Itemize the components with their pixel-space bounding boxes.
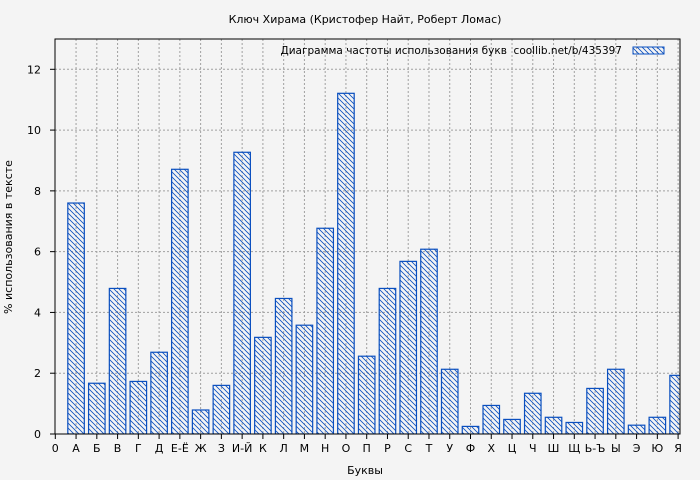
bar-Щ: [565, 421, 584, 434]
x-axis: 0 А Б В Г Д Е-Ё Ж З И-Й К Л М Н О П Р С Т У Ф Х Ц Ч Ш Щ Ь-Ъ Ы Э Ю Я: [52, 434, 682, 455]
x-tick-label: К: [259, 442, 267, 455]
bar-З: [212, 384, 231, 434]
bar-Б: [87, 382, 106, 434]
legend: Диаграмма частоты использования букв coo…: [281, 45, 665, 57]
x-tick-label: Ц: [508, 442, 517, 455]
x-tick-label: Э: [633, 442, 641, 455]
bar-Д: [150, 351, 168, 434]
x-tick-label: С: [404, 442, 412, 455]
bar-Р: [378, 287, 397, 434]
bar-Х: [482, 404, 501, 434]
bar-Ь-Ъ: [586, 387, 604, 434]
bar-П: [357, 355, 376, 434]
bar-Ы: [606, 368, 625, 434]
bar-Ф: [461, 425, 480, 434]
y-tick-label: 6: [34, 246, 41, 259]
x-tick-label: З: [218, 442, 225, 455]
x-tick-label: Б: [93, 442, 101, 455]
bar-Т: [420, 248, 438, 434]
x-tick-label: Ф: [466, 442, 475, 455]
bar-Э: [627, 424, 646, 434]
plot-frame: [54, 38, 681, 435]
x-tick-label: Ж: [195, 442, 207, 455]
x-tick-label: Ш: [548, 442, 560, 455]
x-tick-label: Г: [135, 442, 142, 455]
bar-К: [254, 336, 272, 434]
x-tick-label: А: [72, 442, 80, 455]
x-tick-label: В: [114, 442, 122, 455]
bar-Ч: [523, 392, 542, 434]
bar-М: [295, 324, 314, 434]
x-tick-label: П: [363, 442, 371, 455]
y-tick-label: 8: [34, 185, 41, 198]
bar-О: [337, 92, 355, 434]
y-tick-label: 10: [27, 124, 41, 137]
bar-Л: [274, 297, 293, 434]
x-tick-label: Х: [487, 442, 495, 455]
y-tick-label: 4: [34, 306, 41, 319]
x-tick-label: 0: [52, 442, 59, 455]
bar-Ю: [648, 416, 667, 434]
bar-У: [440, 368, 459, 434]
x-tick-label: Е-Ё: [171, 442, 189, 455]
x-tick-label: Т: [425, 442, 433, 455]
legend-swatch: [632, 46, 665, 55]
y-tick-label: 0: [34, 428, 41, 441]
bar-Ц: [503, 418, 521, 434]
bar-Н: [316, 227, 335, 434]
x-tick-label: У: [446, 442, 453, 455]
x-tick-label: Щ: [568, 442, 580, 455]
x-tick-label: Ю: [651, 442, 663, 455]
bar-А: [67, 202, 85, 434]
x-tick-label: Н: [321, 442, 329, 455]
x-tick-label: М: [300, 442, 310, 455]
y-tick-label: 12: [27, 63, 41, 76]
x-tick-label: Р: [384, 442, 391, 455]
bar-И-Й: [233, 151, 251, 434]
x-tick-label: Ч: [529, 442, 537, 455]
x-tick-label: Л: [280, 442, 288, 455]
bar-В: [108, 287, 127, 434]
x-axis-label: Буквы: [347, 464, 383, 477]
bars: [67, 92, 680, 434]
x-tick-label: Ы: [611, 442, 621, 455]
y-axis: 0 2 4 6 8 10 12: [27, 63, 55, 441]
x-tick-label: И-Й: [232, 442, 252, 455]
bar-Г: [129, 380, 148, 434]
bar-Е-Ё: [171, 168, 189, 434]
y-tick-label: 2: [34, 367, 41, 380]
legend-label: Диаграмма частоты использования букв coo…: [281, 45, 622, 57]
bar-С: [399, 260, 418, 434]
y-axis-label: % использования в тексте: [2, 160, 15, 314]
x-tick-label: Я: [674, 442, 682, 455]
x-tick-label: Ь-Ъ: [585, 442, 606, 455]
bar-Ж: [191, 409, 210, 434]
chart-title: Ключ Хирама (Кристофер Найт, Роберт Лома…: [229, 13, 502, 26]
x-tick-label: О: [342, 442, 351, 455]
bar-Я: [669, 374, 680, 434]
bar-Ш: [544, 416, 563, 434]
x-tick-label: Д: [155, 442, 164, 455]
